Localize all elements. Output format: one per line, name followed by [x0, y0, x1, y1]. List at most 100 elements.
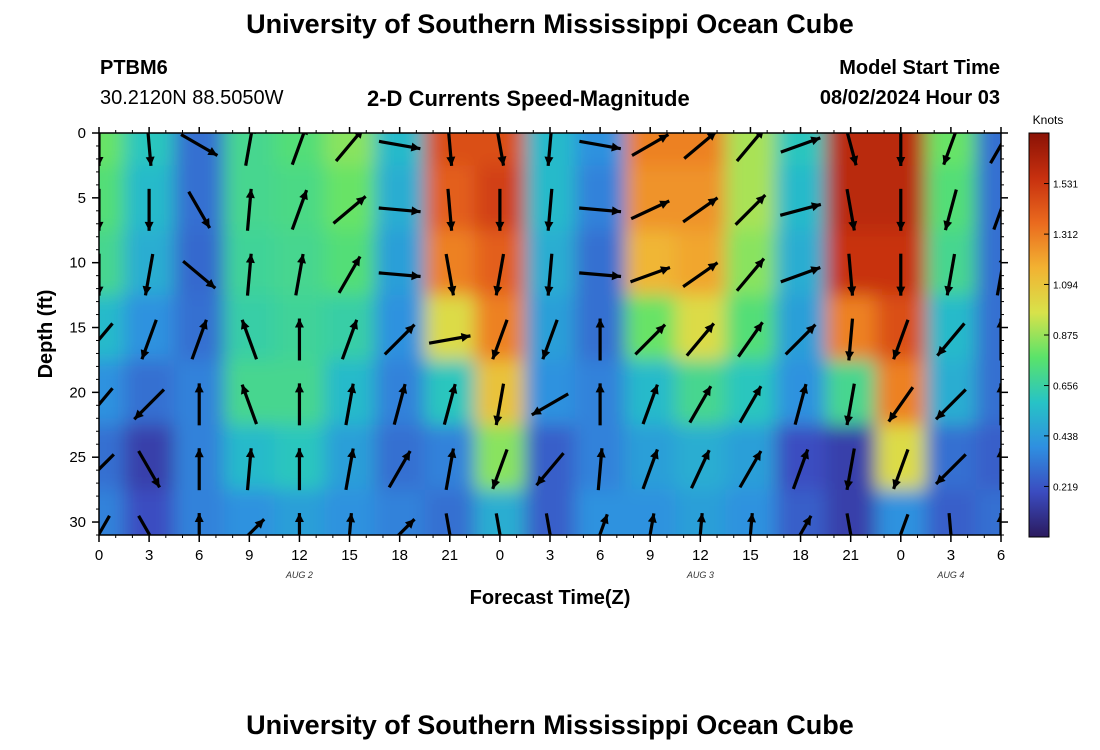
- arrow-head: [996, 318, 1001, 328]
- current-arrow: [683, 133, 718, 160]
- current-arrow: [780, 265, 821, 284]
- arrow-head: [355, 196, 366, 206]
- arrow-head: [84, 474, 94, 484]
- x-tick-label: 0: [496, 547, 504, 564]
- current-arrow: [845, 188, 858, 231]
- heatmap-cell: [324, 230, 376, 297]
- arrow-shaft: [544, 513, 552, 535]
- arrow-head: [942, 154, 952, 165]
- y-tick-label: 15: [69, 320, 86, 337]
- heatmap-cell: [99, 230, 126, 297]
- arrow-shaft: [99, 453, 115, 472]
- arrow-head: [495, 221, 505, 231]
- heatmap-cell: [424, 359, 476, 426]
- arrow-head: [701, 450, 710, 461]
- x-tick-label: 6: [195, 547, 203, 564]
- arrow-head: [936, 474, 946, 485]
- current-arrow: [294, 383, 304, 426]
- current-arrow: [495, 188, 505, 231]
- heatmap-cell: [99, 165, 126, 232]
- arrow-head: [943, 220, 953, 231]
- current-arrow: [630, 199, 670, 221]
- model-start-label: Model Start Time: [839, 57, 1000, 79]
- current-arrow: [194, 513, 204, 535]
- x-tick-label: 12: [692, 547, 709, 564]
- arrow-head: [205, 278, 216, 289]
- arrow-head: [707, 262, 718, 272]
- current-arrow: [294, 513, 304, 535]
- arrow-head: [844, 415, 854, 426]
- current-arrow: [137, 515, 152, 535]
- heatmap-cell: [975, 424, 1001, 491]
- arrow-head: [754, 133, 763, 139]
- heatmap-cell: [474, 489, 526, 535]
- arrow-head: [207, 147, 218, 156]
- arrow-head: [659, 266, 670, 275]
- arrow-head: [544, 156, 554, 166]
- heatmap-cell: [274, 165, 326, 232]
- current-arrow: [493, 253, 506, 296]
- heatmap-cell: [975, 359, 1001, 426]
- arrow-head: [658, 134, 669, 143]
- current-arrow: [378, 271, 421, 281]
- current-arrow: [494, 513, 502, 535]
- current-arrow: [428, 333, 471, 345]
- current-arrow: [344, 383, 357, 426]
- colorbar-tick-label: 1.312: [1053, 230, 1078, 241]
- arrow-head: [810, 136, 821, 146]
- arrow-head: [541, 349, 551, 360]
- arrow-head: [599, 514, 609, 525]
- arrow-head: [349, 319, 358, 330]
- current-arrow: [190, 319, 208, 360]
- heatmap-cell: [99, 133, 126, 167]
- heatmap-cell: [374, 359, 426, 426]
- current-arrow: [688, 385, 713, 424]
- current-arrow: [99, 387, 114, 407]
- y-tick-label: 10: [69, 255, 86, 272]
- heatmap-cell: [625, 230, 677, 297]
- current-arrow: [595, 383, 605, 426]
- heatmap-cell: [625, 359, 677, 426]
- current-arrow: [535, 452, 565, 487]
- arrow-head: [754, 258, 764, 269]
- current-arrow: [491, 319, 509, 360]
- heatmap-cell: [775, 359, 827, 426]
- current-arrow: [496, 133, 507, 166]
- arrow-head: [346, 513, 356, 523]
- current-arrow: [784, 323, 817, 356]
- heatmap-cell: [925, 424, 977, 491]
- heatmap-cell: [324, 133, 376, 167]
- arrow-head: [398, 384, 408, 394]
- x-tick-label: 3: [145, 547, 153, 564]
- arrow-head: [696, 513, 706, 523]
- heatmap-cell: [975, 295, 1001, 361]
- x-tick-label: 9: [245, 547, 253, 564]
- current-arrow: [544, 188, 554, 231]
- arrow-head: [245, 253, 255, 264]
- colorbar-tick-label: 0.219: [1053, 482, 1078, 493]
- current-arrow: [735, 133, 763, 163]
- arrow-head: [245, 188, 255, 199]
- arrow-head: [810, 202, 821, 212]
- current-arrow: [936, 322, 966, 357]
- heatmap-cell: [925, 133, 977, 167]
- current-arrow: [892, 448, 910, 490]
- current-vectors: [84, 133, 1001, 535]
- arrow-head: [410, 142, 421, 152]
- current-arrow: [579, 206, 622, 216]
- colorbar-tick-label: 1.531: [1053, 180, 1078, 191]
- arrow-head: [849, 155, 859, 166]
- current-arrow: [944, 253, 957, 296]
- heatmap-cell: [925, 359, 977, 426]
- current-arrow: [531, 392, 569, 417]
- current-arrow: [133, 388, 166, 421]
- heatmap-cell: [124, 424, 176, 491]
- y-axis-label: Depth (ft): [35, 290, 57, 379]
- arrow-head: [86, 346, 95, 356]
- heatmap-cell: [675, 359, 727, 426]
- arrow-head: [194, 448, 204, 458]
- current-arrow: [180, 133, 219, 157]
- current-arrow: [396, 518, 416, 535]
- heatmap-cell: [925, 165, 977, 232]
- current-arrow: [245, 188, 255, 231]
